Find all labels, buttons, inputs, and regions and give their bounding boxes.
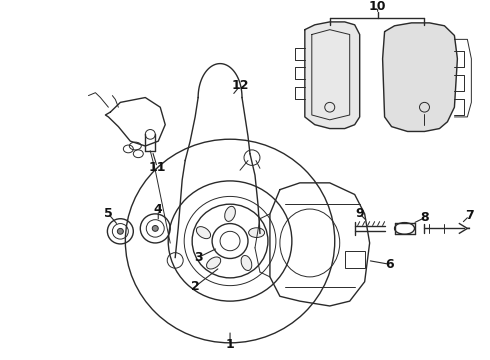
Text: 3: 3 [194,251,202,264]
Text: 9: 9 [355,207,364,220]
Text: 5: 5 [104,207,113,220]
Text: 1: 1 [226,338,234,351]
Ellipse shape [152,225,158,231]
Text: 10: 10 [369,0,387,13]
Text: 7: 7 [465,209,474,222]
Text: 11: 11 [148,161,166,174]
Ellipse shape [225,206,235,221]
Ellipse shape [207,257,220,269]
Ellipse shape [241,256,252,270]
Polygon shape [383,23,457,131]
Text: 4: 4 [154,203,163,216]
Ellipse shape [118,228,123,234]
Polygon shape [305,22,360,129]
Text: 8: 8 [420,211,429,224]
Text: 2: 2 [191,280,199,293]
Text: 12: 12 [231,80,249,93]
Ellipse shape [196,227,211,239]
Text: 6: 6 [385,258,394,271]
Ellipse shape [248,228,265,238]
